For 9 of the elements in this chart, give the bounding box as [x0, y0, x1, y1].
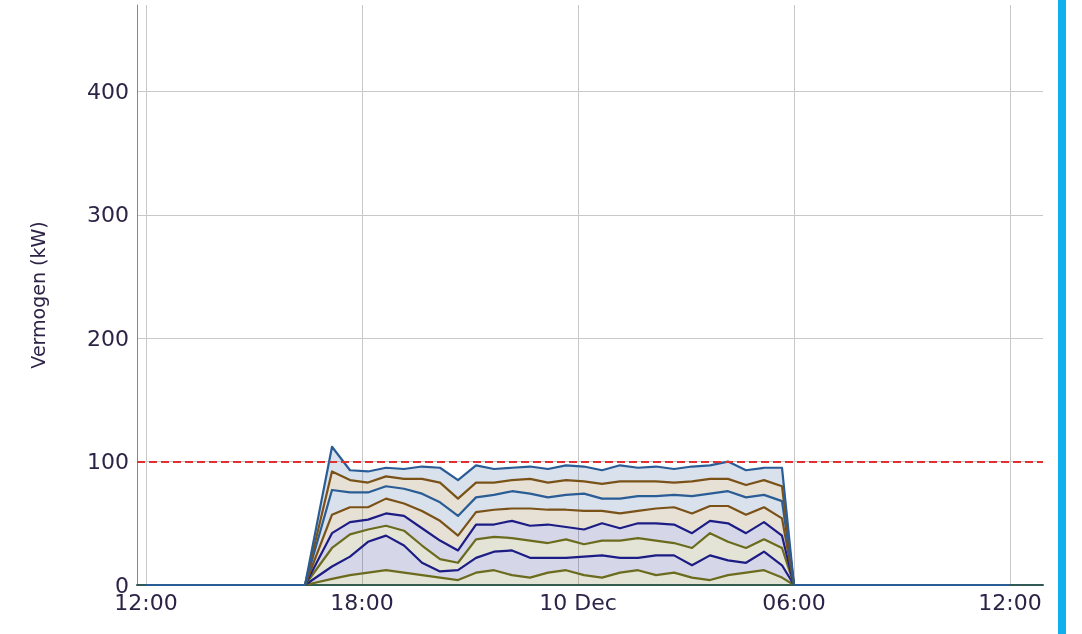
y-tick-label: 100	[87, 449, 129, 475]
x-tick-label: 12:00	[978, 589, 1042, 615]
y-tick-label: 200	[87, 325, 129, 351]
y-tick-label: 300	[87, 202, 129, 228]
x-tick-label: 10 Dec	[539, 589, 617, 615]
y-tick-label: 400	[87, 78, 129, 104]
x-tick-label: 06:00	[762, 589, 826, 615]
x-tick-label: 18:00	[330, 589, 394, 615]
y-axis-title: Vermogen (kW)	[26, 221, 49, 369]
